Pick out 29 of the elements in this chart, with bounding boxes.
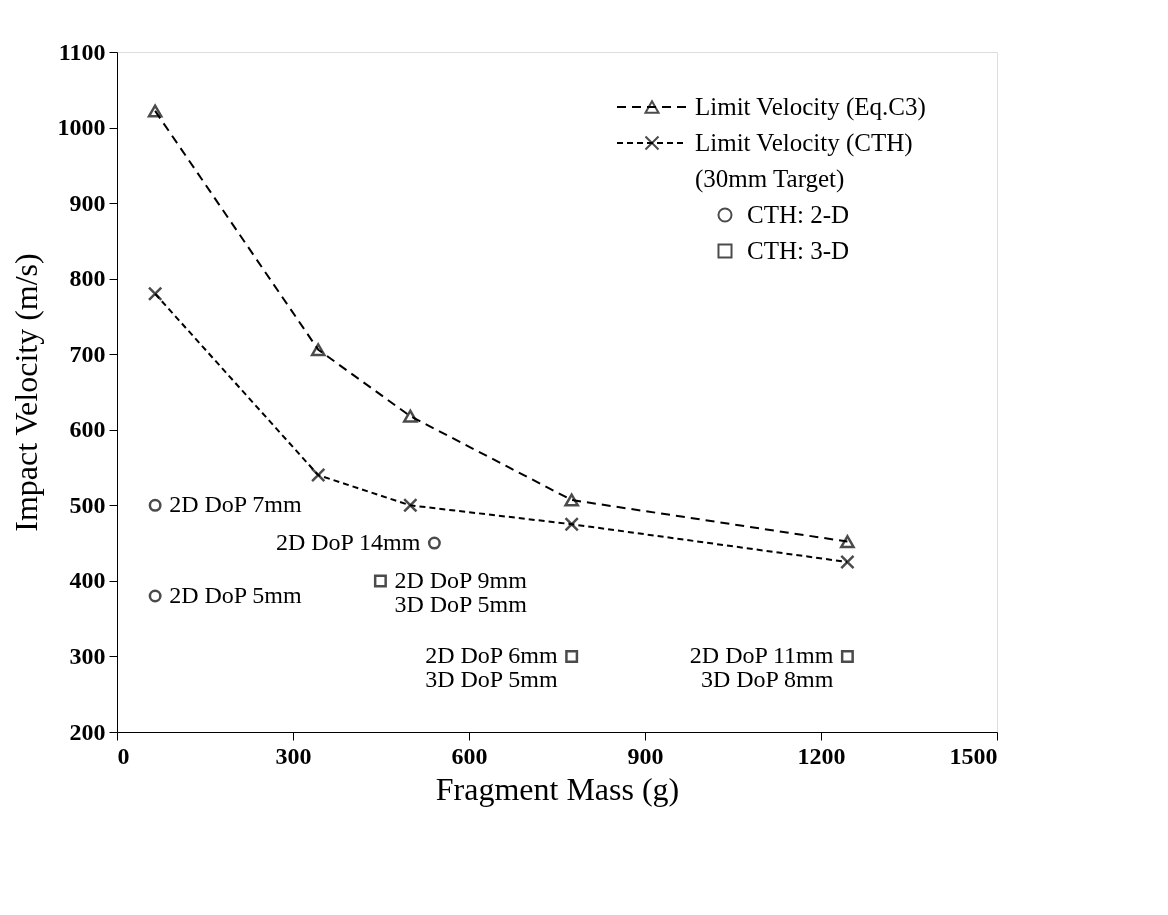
y-tick-label: 800 [69, 265, 106, 292]
y-tick-label: 1000 [57, 114, 106, 141]
x-tick-label: 1200 [797, 742, 846, 769]
x-tick-label: 900 [627, 742, 664, 769]
y-tick-label: 600 [69, 416, 106, 443]
x-axis-title: Fragment Mass (g) [435, 770, 680, 807]
legend-label: Limit Velocity (CTH) [695, 129, 913, 157]
y-tick-label: 400 [69, 567, 106, 594]
annotation: 2D DoP 9mm 3D DoP 5mm [394, 566, 528, 617]
y-tick-label: 200 [69, 718, 106, 745]
annotation: (30mm Target) [695, 165, 845, 193]
y-axis-title: Impact Velocity (m/s) [7, 253, 44, 532]
x-tick-label: 0 [117, 742, 130, 769]
y-tick-label: 900 [69, 189, 106, 216]
annotation: 2D DoP 6mm 3D DoP 5mm [425, 642, 558, 693]
y-tick-label: 1100 [58, 38, 106, 65]
x-tick-label: 1500 [949, 742, 998, 769]
legend-label: CTH: 2-D [747, 201, 850, 228]
legend-label: CTH: 3-D [747, 237, 850, 264]
x-tick-label: 300 [275, 742, 312, 769]
legend-label: Limit Velocity (Eq.C3) [695, 93, 926, 121]
annotation: 2D DoP 7mm [169, 491, 302, 518]
annotation: 2D DoP 11mm 3D DoP 8mm [689, 642, 834, 693]
annotation: 2D DoP 5mm [169, 582, 302, 608]
y-tick-label: 300 [69, 642, 106, 669]
y-tick-label: 500 [69, 491, 106, 518]
x-tick-label: 600 [451, 742, 488, 769]
annotation: 2D DoP 14mm [275, 529, 421, 556]
y-tick-label: 700 [69, 340, 106, 367]
